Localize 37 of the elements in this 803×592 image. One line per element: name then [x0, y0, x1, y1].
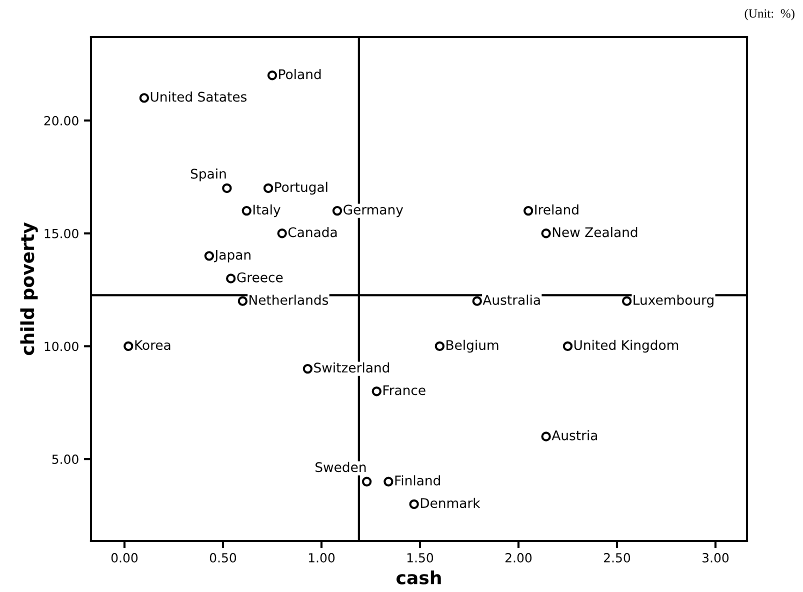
x-tick-label: 3.00 [702, 553, 729, 562]
annotation: Belgium [446, 340, 498, 353]
annotation: Switzerland [314, 362, 390, 373]
text: (Unit: %) [744, 8, 794, 20]
annotation: Canada [288, 226, 337, 238]
x-tick-label: 0.50 [210, 553, 236, 562]
y-axis-title: child poverty [20, 222, 38, 356]
annotation: Finland [395, 475, 440, 486]
annotation: Austria [552, 430, 598, 440]
annotation: France [383, 385, 426, 396]
y-tick-label: 10.00 [44, 342, 78, 352]
x-tick-label: 2.00 [505, 553, 532, 562]
annotation: Poland [279, 68, 321, 80]
annotation: Spain [190, 168, 226, 182]
y-tick-label: 5.00 [52, 454, 78, 464]
annotation: Ireland [535, 204, 578, 215]
x-tick-label: 1.00 [308, 553, 335, 562]
annotation: Australia [482, 294, 540, 305]
annotation: Greece [237, 272, 283, 282]
annotation: New Zealand [552, 226, 638, 238]
annotation: Denmark [420, 498, 480, 508]
annotation: Luxembourg [634, 294, 714, 308]
x-tick-label: 2.50 [604, 553, 630, 562]
x-tick-label: 1.50 [407, 553, 434, 562]
x-tick-label: 0.00 [111, 553, 138, 562]
annotation: Korea [135, 340, 170, 350]
y-tick-label: 20.00 [44, 116, 78, 126]
annotation: Japan [214, 250, 250, 262]
annotation: Netherlands [250, 294, 328, 305]
annotation: Portugal [275, 182, 328, 195]
annotation: Germany [344, 204, 404, 218]
annotation: United Kingdom [574, 340, 678, 353]
annotation: Italy [253, 204, 280, 218]
y-tick-label: 15.00 [44, 228, 78, 238]
annotation: Sweden [316, 462, 366, 472]
x-axis-title: cash [396, 570, 441, 584]
annotation: United Satates [150, 92, 247, 102]
